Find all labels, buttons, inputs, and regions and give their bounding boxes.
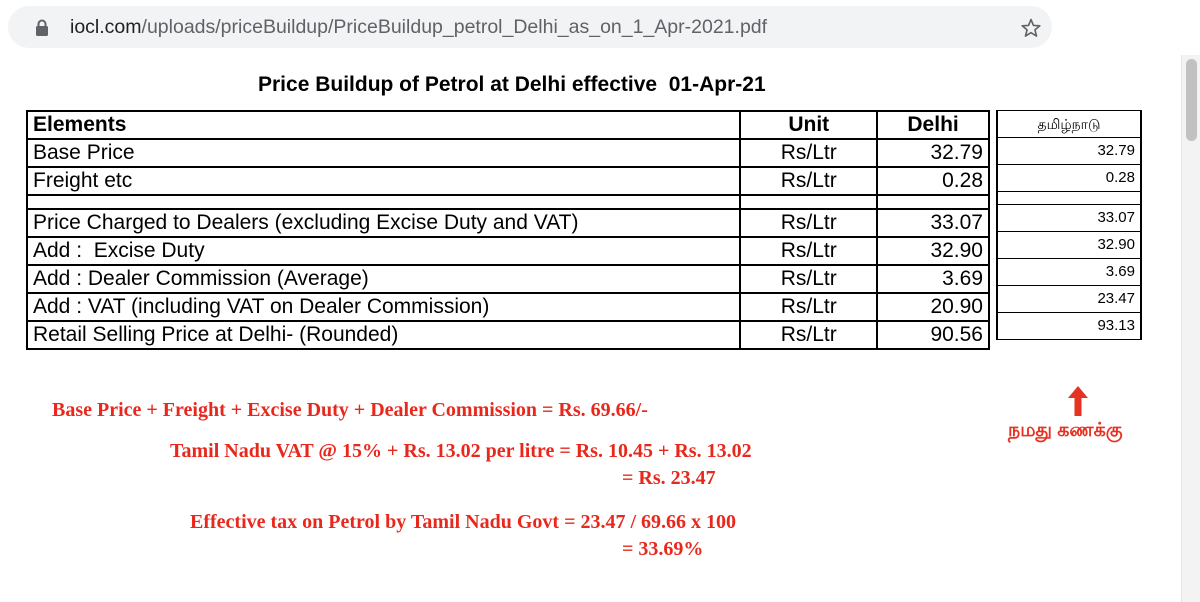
tamilnadu-cell: 32.90 bbox=[996, 231, 1142, 259]
element-cell: Retail Selling Price at Delhi- (Rounded) bbox=[25, 320, 742, 350]
table-row: 32.90 bbox=[996, 231, 1142, 259]
tamilnadu-cell: 3.69 bbox=[996, 258, 1142, 286]
unit-cell: Rs/Ltr bbox=[739, 320, 879, 350]
tamilnadu-column: தமிழ்நாடு 32.79 0.28 33.07 32.90 3.69 23… bbox=[996, 110, 1142, 340]
unit-cell: Rs/Ltr bbox=[739, 166, 879, 196]
tamilnadu-header-row: தமிழ்நாடு bbox=[996, 110, 1142, 138]
header-unit: Unit bbox=[739, 110, 879, 140]
header-elements: Elements bbox=[25, 110, 742, 140]
tamilnadu-cell: 93.13 bbox=[996, 312, 1142, 340]
tamilnadu-cell: 32.79 bbox=[996, 137, 1142, 165]
element-cell: Add : VAT (including VAT on Dealer Commi… bbox=[25, 292, 742, 322]
spacer-row bbox=[996, 191, 1142, 205]
url-path: /uploads/priceBuildup/PriceBuildup_petro… bbox=[141, 16, 768, 38]
delhi-cell: 0.28 bbox=[876, 166, 990, 196]
table-row: 23.47 bbox=[996, 285, 1142, 313]
note-line-2: Tamil Nadu VAT @ 15% + Rs. 13.02 per lit… bbox=[170, 440, 752, 462]
note-line-4: Effective tax on Petrol by Tamil Nadu Go… bbox=[190, 511, 737, 533]
table-row: Price Charged to Dealers (excluding Exci… bbox=[25, 208, 990, 238]
table-row: 33.07 bbox=[996, 204, 1142, 232]
delhi-cell: 3.69 bbox=[876, 264, 990, 294]
table-header-row: Elements Unit Delhi bbox=[25, 110, 990, 140]
tamilnadu-cell: 33.07 bbox=[996, 204, 1142, 232]
tamilnadu-header: தமிழ்நாடு bbox=[996, 110, 1142, 138]
table-row: 32.79 bbox=[996, 137, 1142, 165]
table-row: Add : VAT (including VAT on Dealer Commi… bbox=[25, 292, 990, 322]
element-cell: Price Charged to Dealers (excluding Exci… bbox=[25, 208, 742, 238]
arrow-up-icon bbox=[1068, 386, 1088, 416]
delhi-cell: 90.56 bbox=[876, 320, 990, 350]
unit-cell: Rs/Ltr bbox=[739, 138, 879, 168]
unit-cell: Rs/Ltr bbox=[739, 292, 879, 322]
table-row: 3.69 bbox=[996, 258, 1142, 286]
bookmark-star-icon[interactable] bbox=[1020, 17, 1042, 39]
address-bar[interactable]: iocl.com/uploads/priceBuildup/PriceBuild… bbox=[8, 6, 1052, 48]
element-cell: Base Price bbox=[25, 138, 742, 168]
browser-toolbar: iocl.com/uploads/priceBuildup/PriceBuild… bbox=[0, 0, 1200, 55]
delhi-cell: 20.90 bbox=[876, 292, 990, 322]
unit-cell: Rs/Ltr bbox=[739, 264, 879, 294]
table-row: 93.13 bbox=[996, 312, 1142, 340]
table-row: Add : Dealer Commission (Average) Rs/Ltr… bbox=[25, 264, 990, 294]
element-cell: Add : Dealer Commission (Average) bbox=[25, 264, 742, 294]
scrollbar-thumb[interactable] bbox=[1186, 59, 1197, 141]
unit-cell: Rs/Ltr bbox=[739, 208, 879, 238]
lock-icon[interactable] bbox=[34, 19, 50, 37]
element-cell: Freight etc bbox=[25, 166, 742, 196]
pdf-viewer: Price Buildup of Petrol at Delhi effecti… bbox=[0, 55, 1200, 602]
note-line-5: = 33.69% bbox=[622, 538, 704, 560]
unit-cell: Rs/Ltr bbox=[739, 236, 879, 266]
delhi-cell: 32.90 bbox=[876, 236, 990, 266]
price-buildup-table: Elements Unit Delhi Base Price Rs/Ltr 32… bbox=[25, 110, 990, 350]
tamilnadu-cell: 0.28 bbox=[996, 164, 1142, 192]
table-row: Retail Selling Price at Delhi- (Rounded)… bbox=[25, 320, 990, 350]
header-delhi: Delhi bbox=[876, 110, 990, 140]
url-host: iocl.com bbox=[70, 16, 142, 38]
note-line-1: Base Price + Freight + Excise Duty + Dea… bbox=[52, 399, 648, 421]
table-row: Add : Excise Duty Rs/Ltr 32.90 bbox=[25, 236, 990, 266]
delhi-cell: 32.79 bbox=[876, 138, 990, 168]
delhi-cell: 33.07 bbox=[876, 208, 990, 238]
table-row: Freight etc Rs/Ltr 0.28 bbox=[25, 166, 990, 196]
table-row: 0.28 bbox=[996, 164, 1142, 192]
scrollbar[interactable] bbox=[1181, 55, 1200, 602]
element-cell: Add : Excise Duty bbox=[25, 236, 742, 266]
tamilnadu-cell: 23.47 bbox=[996, 285, 1142, 313]
spacer-row bbox=[25, 194, 990, 210]
url-text[interactable]: iocl.com/uploads/priceBuildup/PriceBuild… bbox=[70, 6, 767, 48]
table-row: Base Price Rs/Ltr 32.79 bbox=[25, 138, 990, 168]
note-line-3: = Rs. 23.47 bbox=[622, 467, 716, 489]
our-calculation-label: நமது கணக்கு bbox=[1008, 420, 1123, 441]
document-title: Price Buildup of Petrol at Delhi effecti… bbox=[258, 73, 766, 96]
